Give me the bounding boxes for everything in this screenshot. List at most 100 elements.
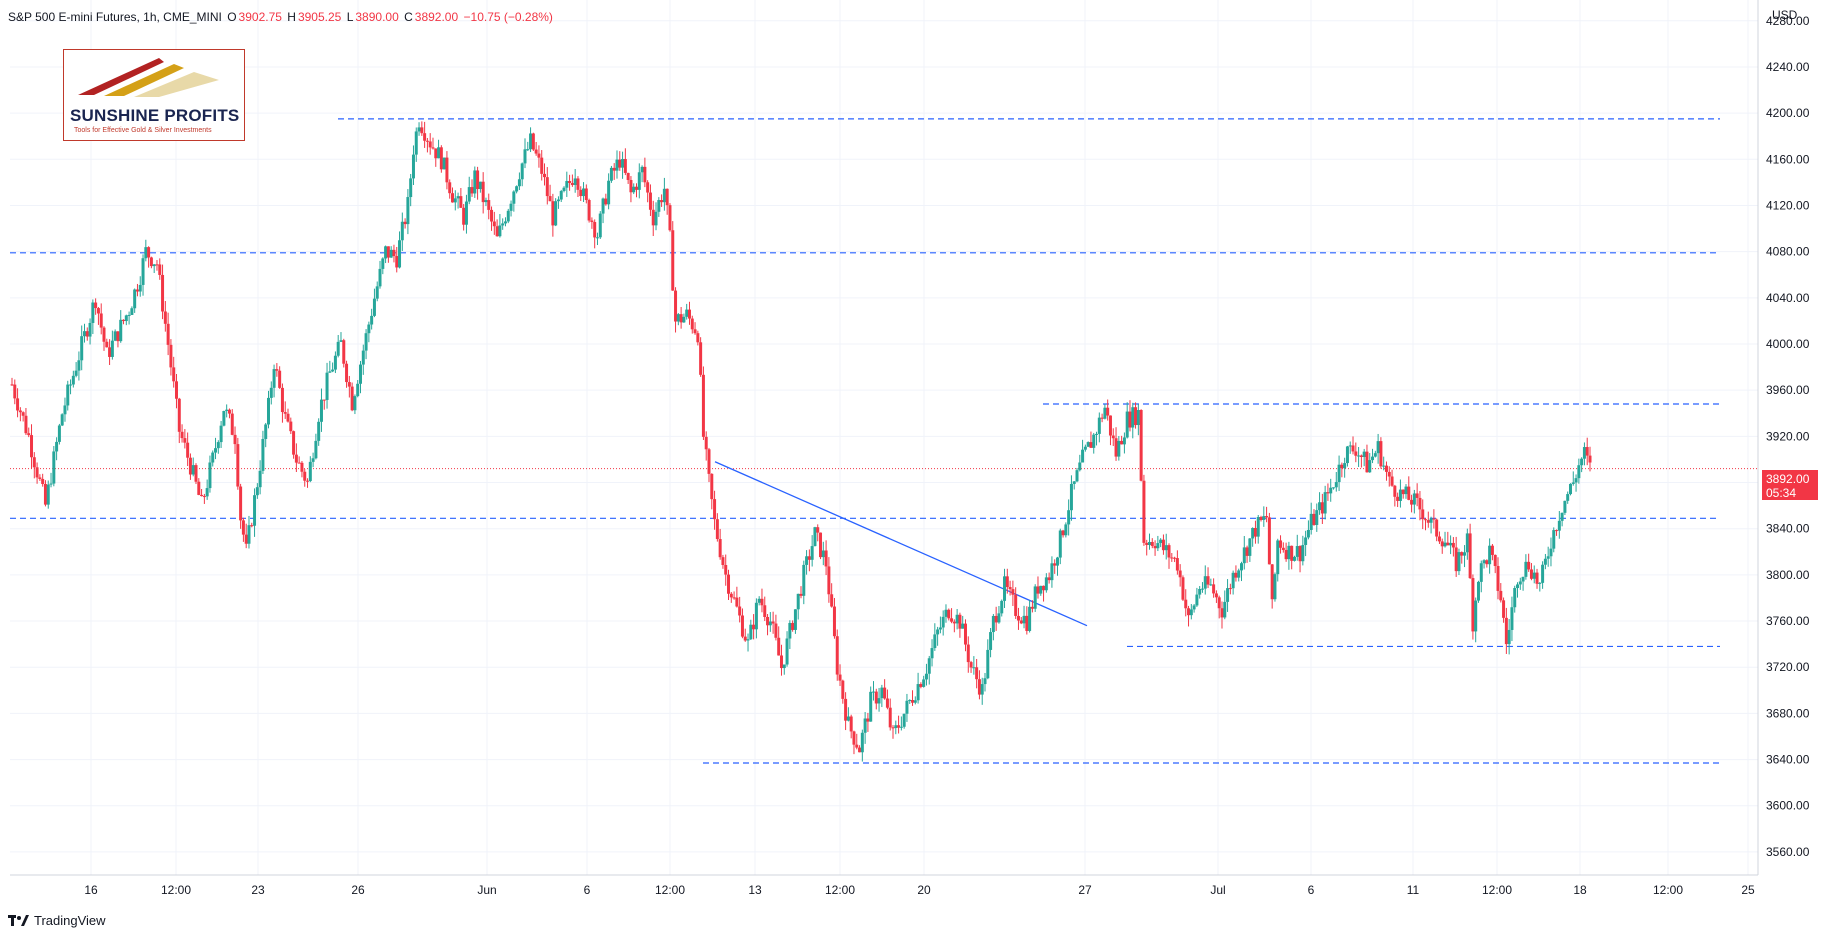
candle-body (1418, 497, 1422, 510)
tradingview-brand[interactable]: TradingView (8, 913, 106, 928)
candle-body (1571, 482, 1575, 484)
candle-body (846, 716, 850, 721)
candle-body (1061, 530, 1065, 536)
candle-body (609, 167, 613, 181)
candle-body (1217, 597, 1221, 609)
candle-body (738, 606, 742, 616)
candle-body (169, 344, 173, 368)
candle-body (559, 190, 563, 200)
candle-body (1281, 547, 1285, 550)
time-tick-label: 11 (1407, 883, 1420, 897)
candle-body (88, 322, 92, 337)
candle-body (77, 360, 81, 371)
candle-body (891, 727, 895, 729)
candle-body (768, 621, 772, 626)
candle-body (517, 179, 521, 187)
candle-body (874, 691, 878, 704)
candle-body (568, 180, 572, 183)
candle-body (1379, 441, 1383, 467)
candle-body (1507, 629, 1511, 645)
time-tick-label: 25 (1741, 883, 1755, 897)
candle-body (618, 159, 622, 168)
candle-body (782, 664, 786, 669)
candle-body (38, 477, 42, 479)
time-tick-label: 12:00 (655, 883, 685, 897)
candle-body (233, 434, 237, 445)
price-tick-label: 3760.00 (1766, 614, 1810, 628)
candle-body (1198, 588, 1202, 595)
candle-body (1019, 620, 1023, 624)
candle-body (501, 223, 505, 226)
trendline[interactable] (714, 461, 1088, 627)
candle-body (487, 200, 491, 210)
candle-body (986, 649, 990, 679)
candlestick-series (10, 121, 1592, 762)
sunshine-profits-logo: SUNSHINE PROFITS Tools for Effective Gol… (63, 49, 245, 141)
candle-body (1108, 415, 1112, 436)
candle-body (793, 609, 797, 630)
candle-body (1290, 545, 1294, 561)
candle-body (916, 684, 920, 701)
candle-body (1287, 545, 1291, 560)
candle-body (1000, 600, 1004, 614)
candle-body (484, 200, 488, 203)
candle-body (481, 181, 485, 203)
candle-body (966, 644, 970, 663)
candle-body (551, 201, 555, 226)
candle-body (1028, 606, 1032, 631)
candle-body (1510, 607, 1514, 630)
candle-body (1064, 524, 1068, 536)
candle-body (1323, 492, 1327, 514)
candle-body (1228, 588, 1232, 590)
candle-body (1095, 433, 1099, 435)
symbol-title[interactable]: S&P 500 E-mini Futures, 1h, CME_MINI (8, 10, 222, 24)
time-axis-ticks[interactable]: 16 12:00 23 26 Jun 6 12:00 13 12:00 20 27 Jul 6 11 12:… (84, 883, 1755, 897)
candle-body (437, 147, 441, 159)
candle-body (950, 618, 954, 622)
candle-body (587, 199, 591, 221)
candle-body (1089, 442, 1093, 448)
candle-body (1345, 446, 1349, 464)
candle-body (1518, 581, 1522, 585)
price-axis-ticks[interactable]: 3560.00 3600.00 3640.00 3680.00 3720.00 3760.… (1766, 14, 1810, 859)
candle-body (682, 316, 686, 323)
candle-body (197, 481, 201, 495)
candle-body (1549, 548, 1553, 557)
candle-body (621, 159, 625, 168)
candle-body (1106, 407, 1110, 416)
candle-body (1025, 615, 1029, 631)
price-tick-label: 3920.00 (1766, 429, 1810, 443)
low-label: L (346, 10, 354, 24)
candle-body (1421, 509, 1425, 520)
price-tick-label: 3680.00 (1766, 706, 1810, 720)
candle-body (1521, 576, 1525, 582)
candle-body (428, 141, 432, 148)
candle-body (1022, 615, 1026, 624)
candle-body (1471, 578, 1475, 632)
candle-body (813, 527, 817, 547)
candle-body (1145, 542, 1149, 545)
candle-body (1008, 587, 1012, 590)
candle-body (208, 462, 212, 489)
candle-body (1543, 558, 1547, 565)
candle-body (788, 622, 792, 639)
candle-body (434, 148, 438, 159)
candle-body (1159, 539, 1163, 544)
candle-body (1042, 585, 1046, 591)
candle-body (1214, 593, 1218, 598)
candle-body (1351, 445, 1355, 452)
candle-body (462, 207, 466, 225)
candle-body (1337, 464, 1341, 483)
candle-body (122, 319, 126, 322)
candle-body (356, 383, 360, 397)
candle-body (1181, 577, 1185, 600)
candle-body (1373, 453, 1377, 457)
candle-body (292, 431, 296, 455)
currency-label[interactable]: USD (1772, 8, 1798, 22)
candle-body (1200, 588, 1204, 590)
candle-body (1086, 442, 1090, 447)
candle-body (994, 615, 998, 623)
candle-body (1033, 586, 1037, 609)
candle-body (651, 209, 655, 226)
